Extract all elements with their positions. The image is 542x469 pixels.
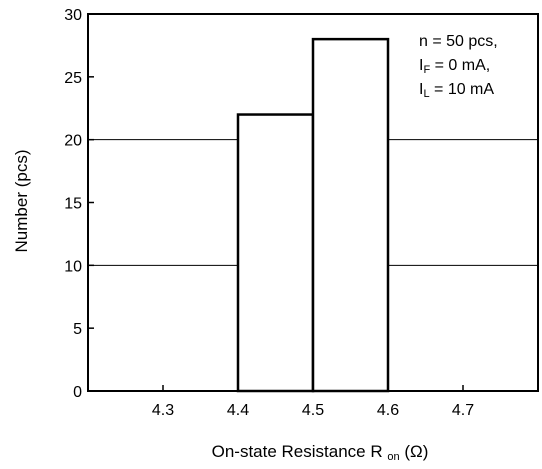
y-tick-label: 20: [64, 133, 82, 150]
histogram-bar: [311, 37, 390, 393]
annotation-box: n = 50 pcs, IF = 0 mA, IL = 10 mA: [419, 33, 498, 100]
y-tick-label: 25: [64, 70, 82, 87]
x-axis-ticks: 4.3 4.4 4.5 4.6 4.7: [152, 385, 474, 419]
y-tick-label: 15: [64, 196, 82, 213]
annotation-line: n = 50 pcs,: [419, 33, 498, 50]
x-tick-label: 4.4: [227, 402, 249, 419]
x-axis-label: On-state Resistance R on (Ω): [212, 442, 429, 464]
annotation-line: IL = 10 mA: [419, 81, 494, 100]
y-axis-label: Number (pcs): [12, 150, 31, 253]
x-tick-label: 4.5: [302, 402, 324, 419]
y-tick-label: 30: [64, 7, 82, 24]
y-tick-label: 10: [64, 258, 82, 275]
x-axis-label-unit: (Ω): [404, 442, 428, 461]
y-axis-ticks: 0 5 10 15 20 25 30: [64, 7, 94, 401]
y-tick-label: 5: [73, 321, 82, 338]
y-tick-label: 0: [73, 384, 82, 401]
histogram-bar: [236, 113, 315, 393]
x-tick-label: 4.3: [152, 402, 174, 419]
x-tick-label: 4.7: [452, 402, 474, 419]
bars: [236, 37, 390, 393]
x-axis-label-main: On-state Resistance R: [212, 442, 383, 461]
x-axis-label-subscript: on: [387, 451, 399, 463]
annotation-line: IF = 0 mA,: [419, 57, 490, 76]
x-tick-label: 4.6: [377, 402, 399, 419]
